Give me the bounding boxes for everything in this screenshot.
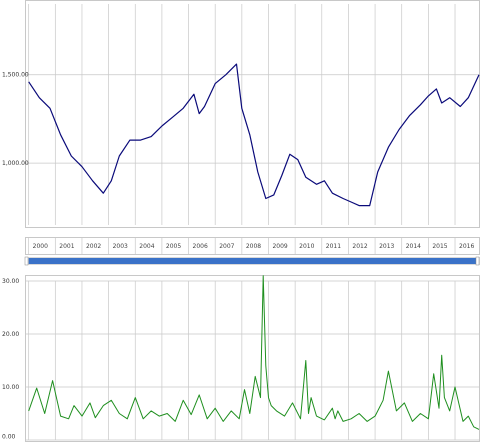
y-tick-label: 20.00 bbox=[2, 331, 19, 338]
navigator-year-label: 2015 bbox=[432, 243, 447, 250]
y-tick-label: 1,000.00 bbox=[2, 160, 29, 167]
scrollbar-left-handle[interactable] bbox=[24, 256, 29, 266]
navigator-year-label: 2008 bbox=[246, 243, 261, 250]
navigator-year-label: 2013 bbox=[379, 243, 394, 250]
navigator-year-label: 2001 bbox=[59, 243, 74, 250]
price-vertical-gridlines bbox=[28, 4, 456, 225]
volatility-vertical-gridlines bbox=[28, 281, 456, 440]
y-tick-label: 1,500.00 bbox=[2, 72, 29, 79]
volatility-series-line bbox=[28, 275, 480, 430]
navigator-year-label: 2009 bbox=[272, 243, 287, 250]
volatility-y-axis-ticks: 0.00 10.00 20.00 30.00 bbox=[2, 278, 19, 441]
price-series-line bbox=[28, 63, 480, 207]
y-tick-label: 30.00 bbox=[2, 278, 19, 285]
navigator-year-labels: 2000 2001 2002 2003 2004 2005 2006 2007 2008 2009… bbox=[28, 238, 474, 254]
range-scrollbar[interactable] bbox=[24, 256, 480, 266]
navigator-year-label: 2003 bbox=[113, 243, 128, 250]
volatility-plot-frame bbox=[25, 275, 480, 442]
navigator-year-label: 2011 bbox=[326, 243, 341, 250]
y-tick-label: 0.00 bbox=[2, 434, 16, 441]
price-chart: 1,000.00 1,500.00 bbox=[2, 0, 480, 228]
navigator-year-label: 2002 bbox=[86, 243, 101, 250]
navigator-year-label: 2012 bbox=[352, 243, 367, 250]
y-tick-label: 10.00 bbox=[2, 384, 19, 391]
navigator-year-label: 2010 bbox=[299, 243, 314, 250]
price-y-axis-ticks: 1,000.00 1,500.00 bbox=[2, 72, 29, 167]
navigator-year-label: 2014 bbox=[406, 243, 421, 250]
navigator-year-label: 2004 bbox=[139, 243, 154, 250]
navigator-year-label: 2007 bbox=[219, 243, 234, 250]
volatility-horizontal-gridlines bbox=[26, 280, 479, 441]
navigator-year-label: 2016 bbox=[459, 243, 474, 250]
price-plot-frame bbox=[25, 0, 480, 228]
price-horizontal-gridlines bbox=[26, 74, 479, 164]
navigator-year-label: 2000 bbox=[33, 243, 48, 250]
scrollbar-thumb[interactable] bbox=[28, 258, 479, 264]
volatility-chart: 0.00 10.00 20.00 30.00 bbox=[2, 275, 480, 442]
navigator-year-label: 2006 bbox=[193, 243, 208, 250]
navigator[interactable]: 2000 2001 2002 2003 2004 2005 2006 2007 2008 2009… bbox=[25, 237, 480, 255]
scrollbar-right-handle[interactable] bbox=[475, 256, 480, 266]
navigator-year-label: 2005 bbox=[166, 243, 181, 250]
